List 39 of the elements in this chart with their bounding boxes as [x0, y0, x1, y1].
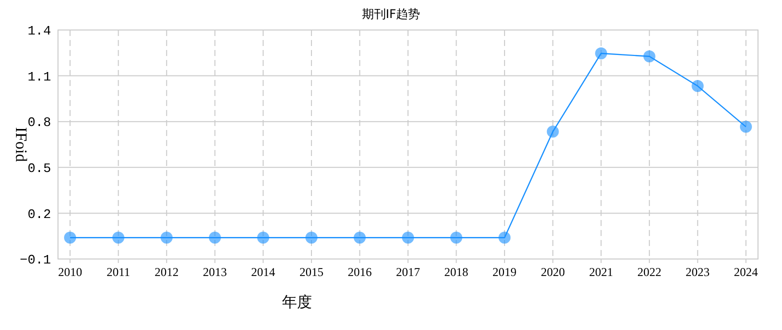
- x-tick-label: 2020: [540, 265, 565, 279]
- x-tick-label: 2018: [444, 265, 468, 279]
- point: [450, 232, 462, 244]
- point: [595, 47, 608, 60]
- point: [692, 80, 704, 92]
- x-tick-label: 2015: [299, 265, 324, 279]
- x-tick-label: 2019: [492, 265, 517, 279]
- point: [354, 232, 366, 244]
- point: [257, 232, 270, 244]
- y-tick-label: 1.1: [28, 69, 52, 84]
- point: [112, 232, 124, 244]
- x-tick-label: 2013: [202, 265, 227, 279]
- x-tick-label: 2024: [734, 265, 758, 279]
- point: [208, 232, 221, 244]
- x-tick-label: 2012: [154, 265, 179, 279]
- x-tick-label: 2021: [589, 265, 614, 279]
- x-tick-label: 2011: [106, 265, 130, 279]
- point: [498, 232, 511, 244]
- y-tick-label: 0.8: [28, 115, 51, 130]
- y-tick-label: 0.2: [28, 206, 51, 222]
- y-tick-label: −0.1: [20, 252, 52, 268]
- y-axis-title: IFoid: [12, 127, 29, 162]
- y-tick-label: 0.5: [28, 160, 51, 176]
- x-tick-label: 2017: [396, 265, 420, 279]
- x-tick-label: 2014: [251, 265, 276, 279]
- chart-title: 期刊IF趋势: [362, 7, 420, 21]
- point: [305, 232, 318, 244]
- point: [740, 120, 752, 133]
- y-tick-label: 1.4: [28, 24, 52, 39]
- point: [546, 126, 559, 138]
- point: [64, 232, 76, 244]
- x-axis-title: 年度: [282, 293, 312, 311]
- point: [160, 232, 173, 244]
- point: [643, 50, 656, 62]
- x-tick-label: 2010: [58, 265, 82, 279]
- x-tick-label: 2022: [637, 265, 662, 279]
- x-tick-label: 2016: [348, 265, 372, 279]
- point: [402, 232, 414, 244]
- x-tick-label: 2023: [686, 265, 710, 279]
